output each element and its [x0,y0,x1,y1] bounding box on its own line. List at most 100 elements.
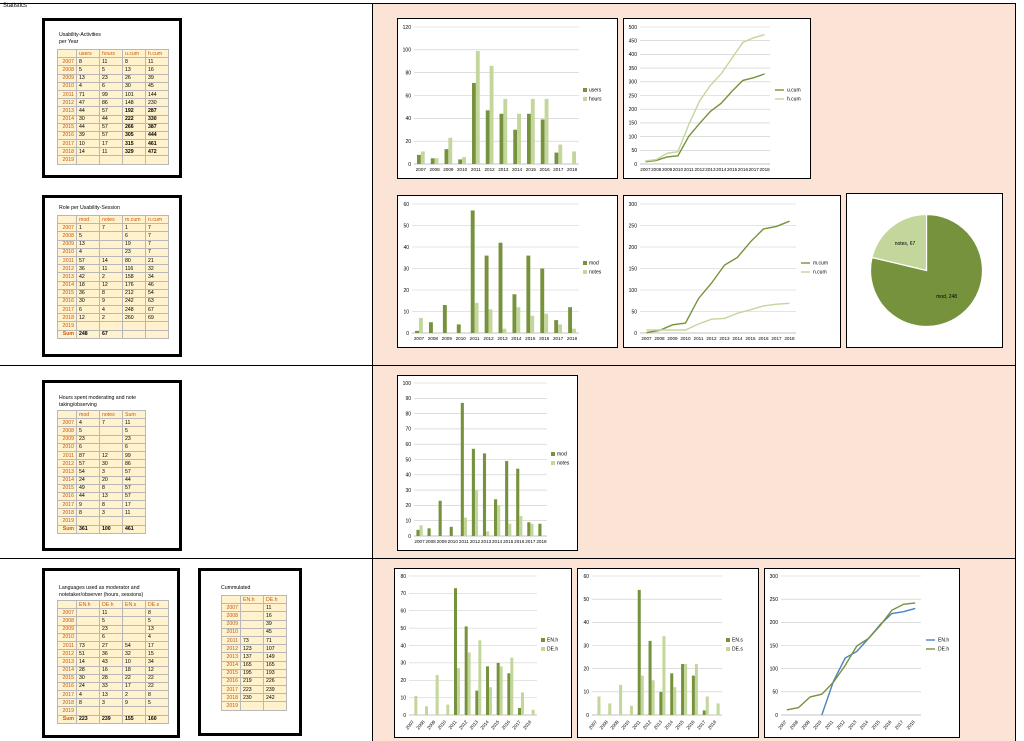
y-tick-label: 40 [400,643,406,649]
bar-mod [470,210,475,333]
table-cell [122,632,146,642]
x-tick-label: 2017 [553,336,564,341]
bar-DE-s [716,703,720,715]
table-row: 2011 73 71 [221,635,287,646]
table-cell: 260 [122,313,146,323]
table-cell: 22 [145,673,169,683]
table-cell: 57 [122,483,146,493]
row-label: 2011 [57,89,77,100]
bar-DE-s [651,680,655,715]
table-cell: 10 [122,657,146,667]
row-label: Sum [57,524,77,534]
x-tick-label: 2007 [588,719,599,730]
table-cell: 86 [122,459,146,469]
table-cell [76,155,100,165]
row-label: 2010 [221,627,241,637]
table-cell [99,442,123,452]
table-row: 2008 5 5 13 16 [57,65,169,75]
bar-DE-s [673,687,677,715]
row-label: Sum [57,329,77,339]
table-cell: 9 [99,296,123,307]
table-row: 2009 13 19 7 [57,239,169,249]
table-cell: 22 [122,673,146,683]
table-box-cumulated: Cummulated EN.h DE.h 2007 11 2008 16 2009 39 201… [198,568,302,736]
table-cell: 144 [145,89,169,100]
table-row: 2011 73 27 54 17 [57,640,169,651]
y-tick-label: 50 [403,223,409,229]
x-tick-label: 2012 [485,167,496,172]
table-cell: 444 [145,130,169,141]
table-cell [99,247,123,257]
row-label: 2015 [57,288,77,298]
table-cell: 6 [76,442,100,452]
table-cell: 13 [145,624,169,634]
bar-users [430,158,435,164]
legend-swatch [726,647,730,651]
column-header: m.cum [122,214,146,225]
table-cell: 7 [99,418,123,428]
table-cell: 4 [76,247,100,257]
row-label: 2017 [57,305,77,315]
column-header: u.cum [122,48,146,59]
row-label: 2018 [57,147,77,157]
table-cell: 54 [76,467,100,477]
bar-DE-h [435,675,439,715]
table-cell: 57 [99,130,123,141]
table-cell: 44 [122,475,146,485]
row-label: 2019 [57,706,77,716]
y-tick-label: 10 [583,690,589,696]
y-tick-label: 120 [403,25,412,31]
table-cell [122,155,146,165]
y-tick-label: 70 [405,427,411,433]
x-tick-label: 2015 [745,336,756,341]
x-tick-label: 2015 [525,336,536,341]
table-cell: 9 [122,698,146,708]
table-cell: 2 [99,313,123,323]
table-cell [99,239,123,249]
table-cell: 51 [76,649,100,659]
column-header: EN.h [76,599,100,610]
table-row: 2012 36 11 116 32 [57,264,169,274]
table-row: 2007 11 [221,603,287,613]
row-label: 2018 [57,508,77,518]
row-label: 2017 [57,500,77,510]
legend-label: u.cum [787,88,801,94]
x-tick-label: 2007 [640,167,651,172]
y-tick-label: 100 [403,381,412,387]
table-row: 2018 8 3 9 5 [57,698,169,708]
bar-EN-h [454,588,457,715]
table-cell: 165 [240,660,264,670]
table-row: 2016 219 226 [221,676,287,687]
table-cell: 155 [122,714,146,724]
bar-hours [448,137,453,164]
table-cell [76,321,100,331]
bar-DE-s [694,664,698,715]
row-label: 2011 [221,635,241,646]
x-tick-label: 2018 [536,539,547,544]
x-tick-label: 2010 [456,336,467,341]
table-cell [76,706,100,716]
table-cell: 242 [122,296,146,307]
x-tick-label: 2012 [470,539,481,544]
x-tick-label: 2011 [694,336,704,341]
column-header: h.cum [145,48,169,59]
table-row: 2009 23 13 [57,624,169,634]
x-tick-label: 2007 [405,719,416,730]
table-cell: 6 [99,81,123,91]
x-tick-label: 2013 [719,336,730,341]
bar-notes [544,313,549,333]
x-tick-label: 2013 [705,167,716,172]
x-tick-label: 2012 [458,719,469,730]
x-tick-label: 2017 [749,167,760,172]
legend-swatch [726,638,730,642]
row-label: 2016 [57,296,77,307]
bar-notes [558,324,563,333]
table-cell: 1 [76,223,100,233]
table-cell: 12 [99,280,123,290]
x-tick-label: 2010 [457,167,468,172]
y-tick-label: 10 [400,695,406,701]
table-cell: 3 [99,698,123,708]
y-tick-label: 10 [403,309,409,315]
table-cell [76,616,100,626]
